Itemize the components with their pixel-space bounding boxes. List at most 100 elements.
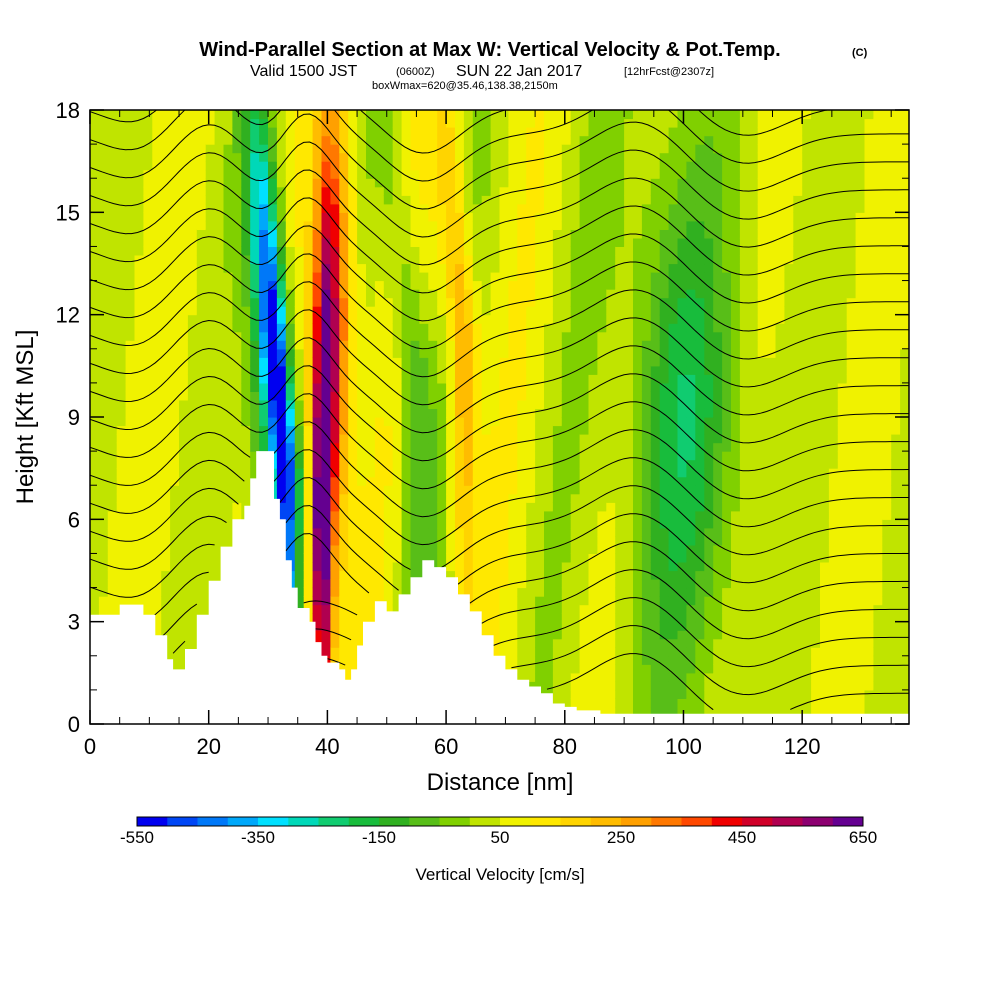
velocity-cell — [276, 442, 287, 452]
velocity-cell — [508, 587, 518, 597]
velocity-cell — [579, 118, 590, 128]
velocity-cell — [499, 118, 509, 128]
velocity-cell — [366, 476, 376, 486]
velocity-cell — [641, 374, 652, 384]
velocity-cell — [535, 289, 545, 299]
velocity-cell — [232, 152, 242, 162]
velocity-cell — [544, 408, 554, 418]
velocity-cell — [704, 672, 714, 682]
velocity-cell — [535, 212, 545, 222]
velocity-cell — [214, 502, 225, 512]
velocity-cell — [686, 442, 696, 452]
velocity-cell — [348, 485, 358, 495]
velocity-cell — [276, 510, 287, 520]
velocity-cell — [641, 169, 652, 179]
velocity-cell — [276, 340, 287, 350]
velocity-cell — [250, 425, 260, 435]
velocity-cell — [579, 127, 590, 137]
velocity-cell — [686, 220, 696, 230]
velocity-cell — [187, 544, 198, 554]
velocity-cell — [276, 255, 287, 265]
velocity-cell — [677, 408, 687, 418]
velocity-cell — [499, 272, 509, 282]
velocity-cell — [170, 365, 180, 375]
velocity-cell — [588, 630, 598, 640]
velocity-cell — [196, 459, 207, 469]
velocity-cell — [535, 280, 545, 290]
velocity-cell — [490, 348, 501, 358]
velocity-cell — [437, 118, 447, 128]
velocity-cell — [205, 485, 216, 495]
velocity-cell — [499, 596, 509, 606]
velocity-cell — [579, 544, 590, 554]
velocity-cell — [597, 127, 607, 137]
velocity-cell — [481, 127, 492, 137]
velocity-cell — [490, 510, 501, 520]
velocity-cell — [641, 340, 652, 350]
velocity-cell — [508, 417, 518, 427]
velocity-cell — [268, 374, 278, 384]
velocity-cell — [588, 203, 598, 213]
velocity-cell — [606, 493, 616, 503]
velocity-cell — [419, 374, 429, 384]
velocity-cell — [348, 280, 358, 290]
velocity-cell — [276, 152, 287, 162]
velocity-cell — [179, 306, 189, 316]
velocity-cell — [339, 391, 349, 401]
velocity-cell — [90, 391, 100, 401]
velocity-cell — [152, 417, 162, 427]
velocity-cell — [419, 357, 429, 367]
velocity-cell — [633, 246, 643, 256]
velocity-cell — [339, 212, 349, 222]
velocity-cell — [677, 587, 687, 597]
velocity-cell — [650, 621, 661, 631]
velocity-cell — [633, 527, 643, 537]
velocity-cell — [205, 340, 216, 350]
velocity-cell — [241, 493, 251, 503]
velocity-cell — [125, 365, 136, 375]
velocity-cell — [490, 417, 501, 427]
velocity-cell — [330, 323, 340, 333]
velocity-cell — [695, 510, 705, 520]
velocity-cell — [633, 391, 643, 401]
velocity-cell — [615, 417, 625, 427]
velocity-cell — [214, 255, 225, 265]
velocity-cell — [268, 152, 278, 162]
velocity-cell — [232, 357, 242, 367]
velocity-cell — [641, 544, 652, 554]
velocity-cell — [517, 417, 527, 427]
velocity-cell — [241, 255, 251, 265]
velocity-cell — [312, 297, 323, 307]
velocity-cell — [544, 621, 554, 631]
velocity-cell — [196, 562, 207, 572]
velocity-cell — [170, 169, 180, 179]
velocity-cell — [259, 220, 269, 230]
velocity-cell — [179, 135, 189, 145]
velocity-cell — [677, 468, 687, 478]
velocity-cell — [659, 220, 670, 230]
velocity-cell — [98, 144, 109, 154]
velocity-cell — [686, 664, 696, 674]
velocity-cell — [152, 255, 162, 265]
velocity-cell — [606, 331, 616, 341]
velocity-cell — [179, 613, 189, 623]
velocity-cell — [499, 485, 509, 495]
velocity-cell — [410, 434, 420, 444]
velocity-cell — [339, 220, 349, 230]
velocity-cell — [348, 314, 358, 324]
velocity-cell — [508, 152, 518, 162]
velocity-cell — [392, 382, 403, 392]
velocity-cell — [90, 246, 100, 256]
velocity-cell — [98, 203, 109, 213]
velocity-cell — [383, 186, 394, 196]
velocity-cell — [481, 203, 492, 213]
velocity-cell — [303, 255, 314, 265]
velocity-cell — [357, 536, 367, 546]
velocity-cell — [677, 280, 687, 290]
velocity-cell — [303, 382, 314, 392]
velocity-cell — [677, 323, 687, 333]
velocity-cell — [561, 272, 572, 282]
velocity-cell — [321, 220, 331, 230]
velocity-cell — [268, 408, 278, 418]
velocity-cell — [312, 451, 323, 461]
